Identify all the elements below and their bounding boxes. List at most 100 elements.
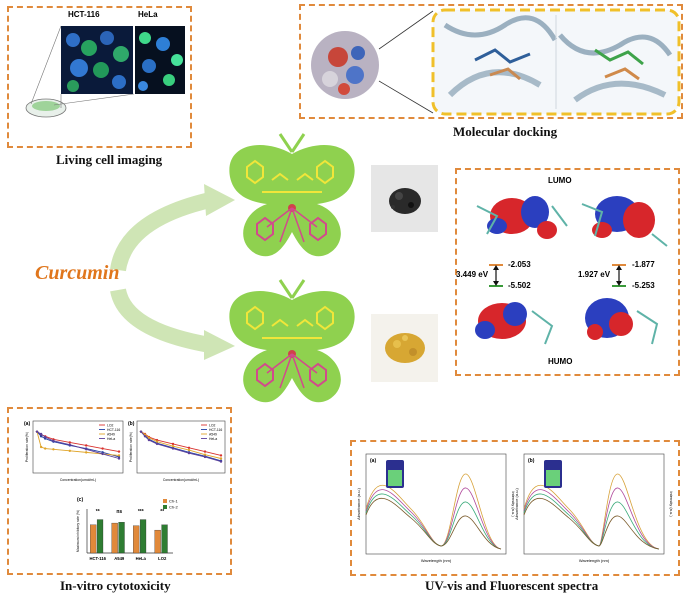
legend-entry: A549 [107,433,115,437]
data-point [143,435,147,438]
absorbance-curve [365,489,442,547]
absorbance-curve [365,493,442,547]
bar-ch-1-lo2 [154,529,161,554]
powder-photo-dark [371,165,438,232]
y-axis-left-label: Absorbance (a.u.) [514,487,519,519]
homo-energy-right: -5.253 [632,281,655,290]
cytotoxicity-charts: (a) Concentration(umol/mL) Proliferation r… [24,420,226,561]
bar-ch-2-lo2 [161,524,168,554]
absorbance-curve [365,497,442,547]
data-point [44,435,47,439]
bar-legend-swatch [163,505,167,509]
data-point [85,444,88,447]
data-point [203,453,207,456]
bar-legend-entry: Ch-2 [169,505,178,510]
lumo-label: LUMO [548,176,572,185]
data-point [155,440,159,443]
complex-2-butterfly [229,279,355,403]
data-point [52,448,55,451]
gap-left-label: 3.449 eV [456,270,489,279]
absorbance-curve [523,497,600,547]
data-point [117,450,121,453]
bar-category-label: LO2 [158,556,167,561]
panel-label: (b) [528,458,535,464]
legend-entry: HeLa [107,437,115,441]
absorbance-curve [523,493,600,547]
x-axis-label: Concentration(umol/mL) [60,478,96,482]
bar-category-label: HCT-116 [89,556,106,561]
data-point [203,450,207,453]
bar-ch-1-a549 [111,522,118,554]
fluorescence-curve [598,473,660,550]
data-point [147,438,151,442]
cell-imaging-figure [25,25,185,118]
vial-liquid [546,470,560,486]
data-point [219,457,223,460]
bar-category-label: A549 [114,556,125,561]
data-point [171,447,175,450]
data-point [187,446,191,449]
data-point [219,460,223,463]
x-axis-label: Wavelength (nm) [579,558,610,563]
fluorescence-curve [440,473,502,550]
fluorescence-curve [440,487,502,550]
y-axis-label: Proliferation rate(%) [25,432,29,462]
spectra-caption: UV-vis and Fluorescent spectra [425,578,599,593]
bar-ch-2-hela [139,519,147,554]
cell-line-hela-label: HeLa [138,10,158,19]
fluorescence-curve [440,515,502,550]
data-point [155,442,159,446]
bar-legend-swatch [163,499,167,503]
data-point [187,448,191,452]
gap-right-label: 1.927 eV [578,270,611,279]
powder-photo-yellow [371,314,438,382]
legend-entry: HeLa [209,437,217,441]
significance-marker: ** [160,509,164,515]
data-point [203,455,207,459]
docking-figure [311,8,681,116]
complex-1-butterfly [229,133,355,257]
panel-label: (a) [24,421,30,427]
significance-marker: ** [96,509,100,515]
data-point [39,445,43,449]
molecular-docking-caption: Molecular docking [453,124,558,139]
spectra-panel [350,440,680,576]
fluorescence-curve [598,515,660,550]
data-point [139,430,143,433]
homo-label: HUMO [548,357,573,366]
legend-entry: HCT-116 [107,428,120,432]
data-point [101,447,104,450]
lumo-energy-right: -1.877 [632,260,655,269]
spectra-charts: (a)Wavelength (nm)Absorbance (a.u.) Inten… [356,453,674,563]
x-axis-label: Wavelength (nm) [421,558,452,563]
data-point [117,457,121,460]
bar-ch-1-hct-116 [90,524,97,554]
panel-label: (a) [370,458,376,464]
data-point [171,445,175,448]
fluorescence-curve [598,501,660,550]
significance-marker: *** [138,509,144,515]
bar-y-axis-label: Maximum inhibitory rate (%) [76,510,80,552]
data-point [35,430,39,433]
data-point [187,451,191,455]
living-cell-imaging-panel [7,6,192,148]
vial-liquid [388,470,402,486]
data-point [219,454,223,457]
cytotoxicity-caption: In-vitro cytotoxicity [60,578,171,593]
data-point [85,451,88,454]
orbitals-panel [455,168,680,376]
data-point [101,452,104,456]
orbital-plots [475,196,668,345]
y-axis-right-label: Intensity (a.u.) [669,491,674,517]
y-axis-right-label: Intensity (a.u.) [511,491,516,517]
data-point [39,432,43,436]
fluorescence-curve [598,487,660,550]
legend-entry: LO2 [209,424,216,428]
data-point [39,435,43,438]
data-point [68,443,71,446]
homo-energy-left: -5.502 [508,281,531,290]
data-point [85,448,88,451]
y-axis-left-label: Absorbance (a.u.) [356,487,361,519]
data-point [44,447,47,450]
panel-label: (c) [77,497,83,503]
